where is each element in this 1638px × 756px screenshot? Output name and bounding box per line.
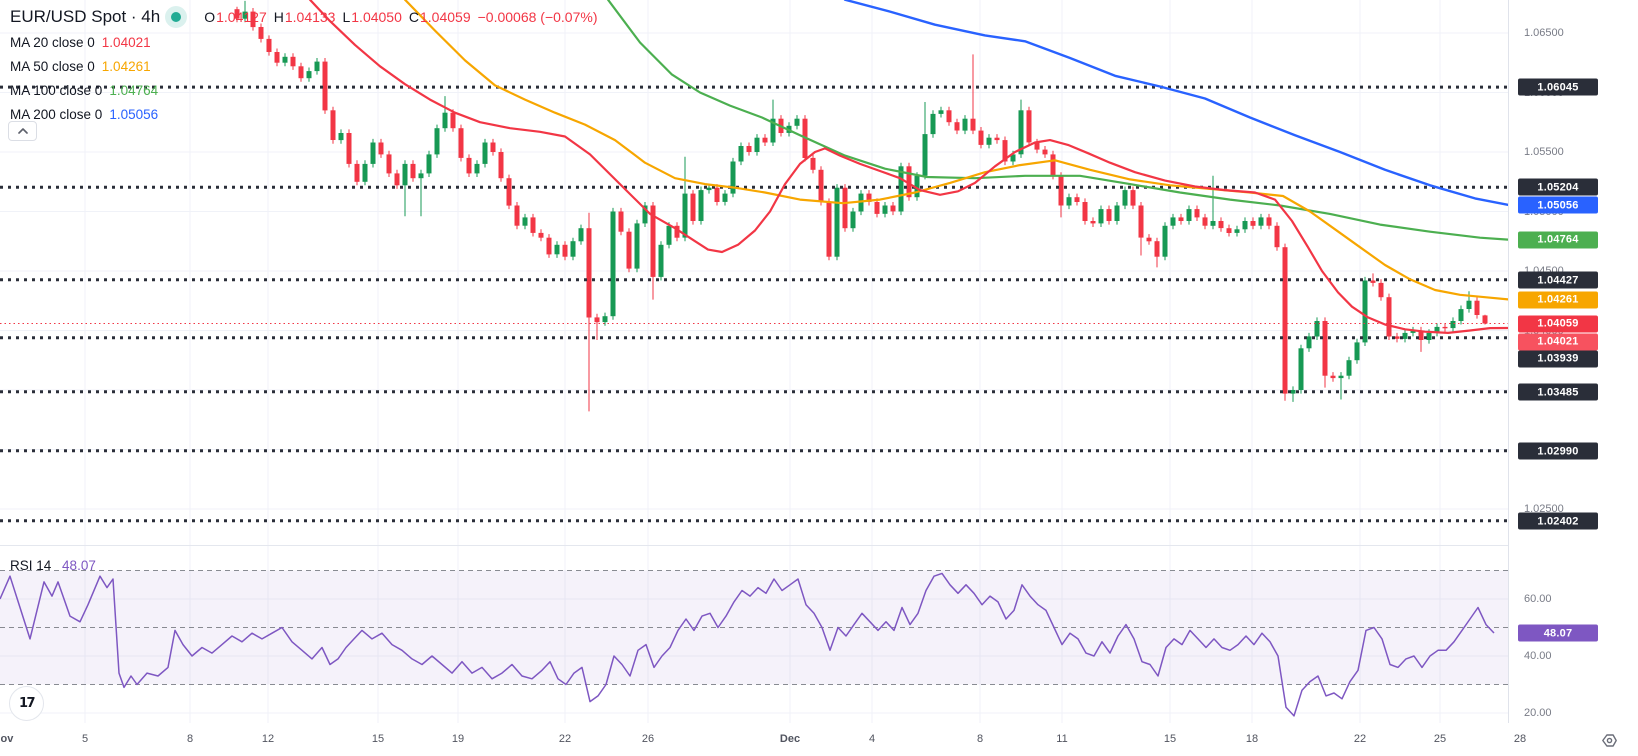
time-axis-label: 22 — [1353, 733, 1367, 745]
time-axis-label: 5 — [81, 733, 89, 745]
ohlc-key: C — [408, 9, 419, 25]
rsi-line[interactable] — [0, 572, 1495, 717]
price-chart-canvas[interactable] — [0, 0, 1508, 723]
time-axis-label: 12 — [261, 733, 275, 745]
price-axis-tick: 1.06500 — [1524, 27, 1564, 39]
ma-line-ma-50[interactable] — [403, 0, 1508, 301]
ohlc-key: H — [273, 9, 284, 25]
symbol-row: EUR/USD Spot · 4h O1.04127 H1.04133 L1.040… — [10, 4, 597, 30]
ohlc-value: 1.04133 — [284, 9, 336, 25]
price-axis-tick: 20.00 — [1524, 707, 1552, 719]
ma-line-ma-20[interactable] — [308, 0, 1508, 334]
indicator-row-ma100[interactable]: MA 100 close 0 1.04764 — [10, 78, 597, 102]
indicator-row-ma50[interactable]: MA 50 close 0 1.04261 — [10, 54, 597, 78]
price-label-1.04059: 1.04059 — [1518, 315, 1598, 332]
price-axis-tick: 1.02500 — [1524, 503, 1564, 515]
collapse-indicators-button[interactable] — [8, 121, 37, 141]
ma50-value: 1.04261 — [101, 58, 151, 74]
symbol-title[interactable]: EUR/USD Spot · 4h — [10, 7, 161, 26]
time-axis-label: 15 — [371, 733, 385, 745]
time-axis-label: 15 — [1163, 733, 1177, 745]
rsi-value: 48.07 — [62, 558, 96, 573]
price-label-1.03485: 1.03485 — [1518, 383, 1598, 401]
price-label-1.02402: 1.02402 — [1518, 512, 1598, 530]
time-axis-label: 18 — [1245, 733, 1259, 745]
indicator-row-ma20[interactable]: MA 20 close 0 1.04021 — [10, 30, 597, 54]
indicator-row-rsi[interactable]: RSI 14 48.07 — [10, 558, 96, 573]
price-label-1.04261: 1.04261 — [1518, 291, 1598, 308]
ma-line-ma-200[interactable] — [843, 0, 1508, 207]
ohlc-key: O — [204, 9, 216, 25]
price-axis-tick: 60.00 — [1524, 593, 1552, 605]
ohlc-values: O1.04127 H1.04133 L1.04050 C1.04059 −0.00068… — [197, 9, 597, 25]
price-label-1.02990: 1.02990 — [1518, 442, 1598, 460]
pane-divider[interactable] — [0, 545, 1638, 546]
time-axis-label: 26 — [641, 733, 655, 745]
market-status-icon — [171, 12, 182, 22]
price-axis-tick: 40.00 — [1524, 650, 1552, 662]
time-axis-label: 4 — [868, 733, 876, 745]
ohlc-value: 1.04059 — [420, 9, 471, 25]
price-label-1.04764: 1.04764 — [1518, 231, 1598, 248]
price-label-1.04021: 1.04021 — [1518, 333, 1598, 350]
ma200-value: 1.05056 — [109, 106, 159, 122]
ohlc-value: 1.04050 — [351, 9, 402, 25]
price-label-1.03939: 1.03939 — [1518, 350, 1598, 367]
indicator-row-ma200[interactable]: MA 200 close 0 1.05056 — [10, 102, 597, 126]
price-scale[interactable]: 1.065001.060001.055001.050001.045001.040… — [1508, 0, 1638, 723]
chart-legend: EUR/USD Spot · 4h O1.04127 H1.04133 L1.040… — [10, 4, 597, 126]
ma50-label: MA 50 close 0 — [10, 58, 95, 74]
time-axis-label: 28 — [1513, 733, 1527, 745]
time-axis-label: 8 — [976, 733, 984, 745]
price-label-48.07: 48.07 — [1518, 624, 1598, 642]
price-label-1.05056: 1.05056 — [1518, 196, 1598, 214]
ma20-label: MA 20 close 0 — [10, 34, 95, 50]
change-value: −0.00068 (−0.07%) — [477, 9, 598, 25]
horizontal-level-lines[interactable] — [0, 85, 1508, 523]
ma200-label: MA 200 close 0 — [10, 106, 103, 122]
tradingview-logo-glyph: 17 — [18, 696, 36, 711]
time-axis-label: 11 — [1056, 733, 1068, 745]
price-axis-tick: 1.05500 — [1524, 146, 1564, 158]
time-axis-label: Dec — [779, 733, 801, 745]
time-axis-label: 19 — [451, 733, 465, 745]
ma100-value: 1.04764 — [109, 82, 159, 98]
time-scale[interactable]: Nov 5 8 12 15 19 22 26 Dec 4 8 11 15 18 22 25 28 — [0, 723, 1638, 756]
ohlc-key: L — [342, 9, 351, 25]
time-axis-label: Nov — [0, 733, 14, 745]
time-axis-label: 22 — [558, 733, 572, 745]
price-label-1.04427: 1.04427 — [1518, 271, 1598, 289]
rsi-label: RSI 14 — [10, 558, 52, 573]
ma20-value: 1.04021 — [101, 34, 151, 50]
ma-line-ma-100[interactable] — [606, 0, 1508, 241]
time-scale-settings-button[interactable] — [1598, 729, 1620, 751]
rsi-pane-layer — [0, 570, 1508, 685]
time-axis-label: 8 — [186, 733, 194, 745]
tradingview-logo[interactable]: 17 — [9, 686, 44, 721]
ma100-label: MA 100 close 0 — [10, 82, 103, 98]
price-label-1.05204: 1.05204 — [1518, 178, 1598, 196]
price-label-1.06045: 1.06045 — [1518, 78, 1598, 96]
ohlc-value: 1.04127 — [216, 9, 267, 25]
time-axis-label: 25 — [1433, 733, 1447, 745]
gear-icon — [1601, 733, 1617, 747]
chevron-up-icon — [17, 128, 28, 134]
